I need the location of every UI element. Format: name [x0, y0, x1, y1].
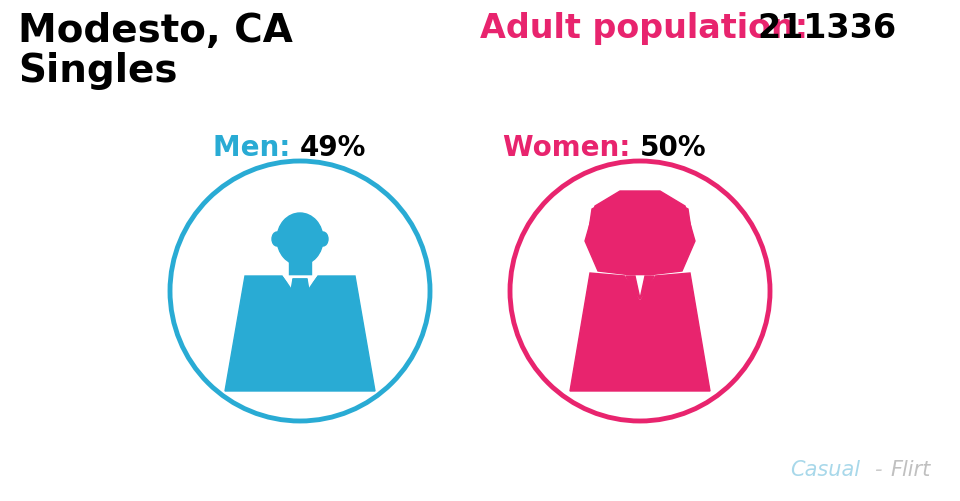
Bar — [630, 246, 650, 277]
Ellipse shape — [618, 211, 662, 262]
Polygon shape — [570, 274, 710, 391]
Circle shape — [510, 162, 770, 421]
Polygon shape — [588, 193, 692, 264]
Text: Flirt: Flirt — [890, 459, 930, 479]
Circle shape — [170, 162, 430, 421]
Ellipse shape — [277, 213, 323, 266]
Ellipse shape — [619, 209, 661, 258]
Text: Adult population:: Adult population: — [480, 12, 820, 45]
Polygon shape — [626, 277, 654, 300]
Text: -: - — [874, 459, 881, 479]
Text: Singles: Singles — [18, 52, 178, 90]
Polygon shape — [284, 277, 316, 304]
Ellipse shape — [318, 232, 328, 246]
Text: Casual: Casual — [790, 459, 860, 479]
Polygon shape — [585, 191, 695, 277]
Bar — [289, 248, 311, 277]
Text: Modesto, CA: Modesto, CA — [18, 12, 293, 50]
Text: 50%: 50% — [640, 134, 707, 162]
Polygon shape — [225, 277, 375, 391]
Text: 49%: 49% — [300, 134, 367, 162]
Polygon shape — [290, 280, 310, 313]
Polygon shape — [640, 277, 654, 300]
Ellipse shape — [617, 210, 663, 263]
Ellipse shape — [615, 205, 665, 262]
Polygon shape — [293, 280, 307, 289]
Ellipse shape — [272, 232, 282, 246]
Text: Men:: Men: — [213, 134, 300, 162]
Polygon shape — [626, 277, 640, 300]
Text: Women:: Women: — [503, 134, 640, 162]
Text: 211336: 211336 — [757, 12, 896, 45]
